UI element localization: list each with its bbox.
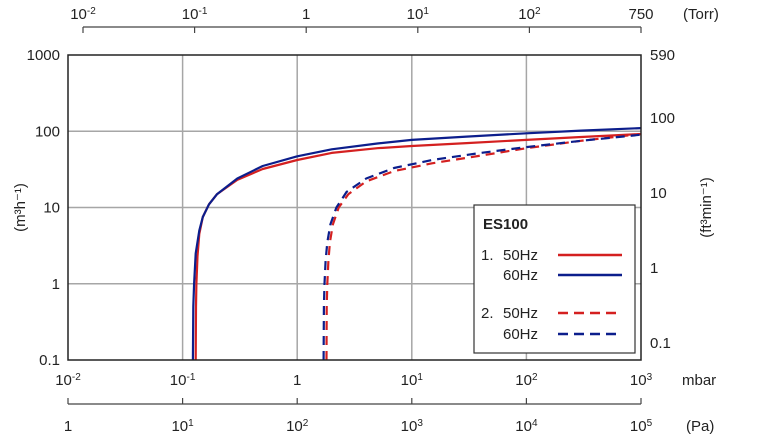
top-axis-tick-label: 101	[407, 6, 430, 24]
pa-axis-tick-label: 1	[64, 418, 72, 435]
y-tick-label: 10	[43, 200, 60, 217]
top-axis-tick-label: 750	[628, 6, 653, 23]
series-line-2-50hz	[325, 132, 642, 361]
legend-title: ES100	[483, 216, 528, 233]
series-line-1-60hz	[191, 127, 642, 361]
pa-axis-tick-label: 104	[515, 418, 538, 436]
legend-entry-label: 50Hz	[503, 247, 538, 264]
right-axis-tick-label: 0.1	[650, 335, 671, 352]
y-tick-label: 0.1	[39, 352, 60, 369]
top-axis-tick-label: 102	[518, 6, 541, 24]
top-axis-tick-label: 10-2	[70, 6, 96, 24]
y-axis-unit-label: (m³h⁻¹)	[12, 183, 29, 232]
pa-axis-unit-label: (Pa)	[686, 418, 714, 435]
pa-axis-tick-label: 102	[286, 418, 309, 436]
x-tick-label: 1	[293, 372, 301, 389]
axes: 10-2 10-1 1 101 102 103 mbar0.11101001000(m³h⁻…	[12, 6, 719, 436]
grid	[68, 55, 641, 360]
y-tick-label: 100	[35, 123, 60, 140]
series-line-2-60hz	[322, 133, 642, 361]
legend: ES100 1. 50Hz 60Hz 2. 50Hz 60Hz	[473, 204, 636, 354]
legend-group-label: 1.	[481, 247, 494, 264]
series-lines	[191, 127, 642, 361]
y-tick-label: 1000	[27, 47, 60, 64]
pa-axis-tick-label: 101	[171, 418, 194, 436]
legend-entry-label: 50Hz	[503, 305, 538, 322]
x-axis-unit-label: mbar	[682, 372, 716, 389]
x-tick-label: 10-2	[55, 372, 81, 390]
right-axis-unit-label: (ft³min⁻¹)	[698, 177, 715, 237]
pa-axis-tick-label: 103	[401, 418, 424, 436]
right-axis-tick-label: 1	[650, 260, 658, 277]
legend-group-label: 2.	[481, 305, 494, 322]
top-axis-tick-label: 1	[302, 6, 310, 23]
legend-box	[473, 204, 636, 354]
plot-frame	[67, 54, 642, 361]
right-axis-tick-label: 100	[650, 110, 675, 127]
x-tick-label: 10-1	[170, 372, 196, 390]
top-axis-unit-label: (Torr)	[683, 6, 719, 23]
y-tick-label: 1	[52, 276, 60, 293]
top-axis-tick-label: 10-1	[182, 6, 208, 24]
legend-entry-label: 60Hz	[503, 267, 538, 284]
right-axis-tick-label: 590	[650, 47, 675, 64]
x-tick-label: 103	[630, 372, 653, 390]
right-axis-tick-label: 10	[650, 185, 667, 202]
pa-axis-tick-label: 105	[630, 418, 653, 436]
series-line-1-50hz	[194, 132, 642, 361]
legend-entry-label: 60Hz	[503, 326, 538, 343]
x-tick-label: 101	[401, 372, 424, 390]
x-tick-label: 102	[515, 372, 538, 390]
